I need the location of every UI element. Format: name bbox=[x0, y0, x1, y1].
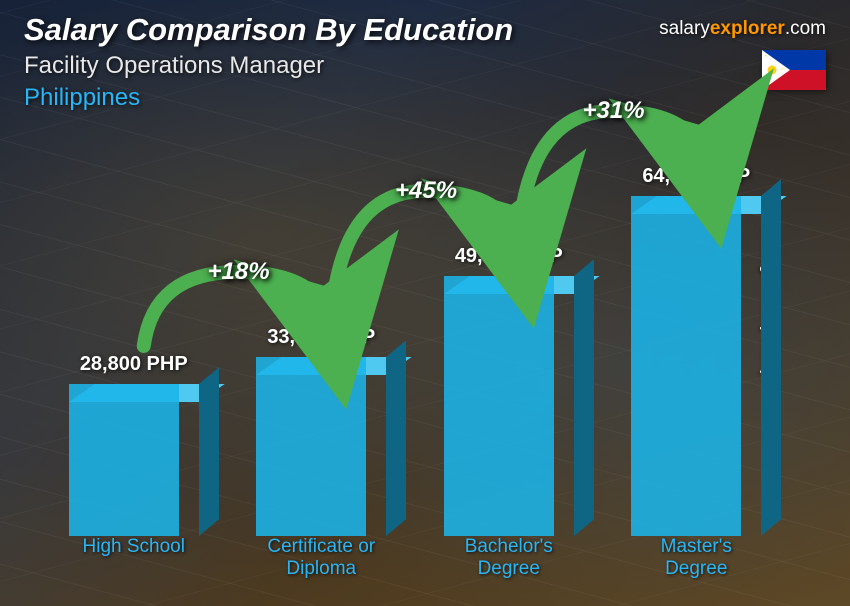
brand-prefix: salary bbox=[659, 18, 710, 39]
x-axis-label: Certificate orDiploma bbox=[231, 536, 411, 586]
x-labels-container: High SchoolCertificate orDiplomaBachelor… bbox=[40, 536, 790, 586]
page-subtitle: Facility Operations Manager bbox=[24, 52, 826, 80]
brand-suffix: .com bbox=[785, 18, 826, 39]
increase-pct-label: +18% bbox=[208, 258, 270, 286]
flag-icon bbox=[762, 50, 826, 90]
bar-chart: 28,800 PHP33,900 PHP49,100 PHP64,300 PHP… bbox=[40, 130, 790, 586]
brand-logo: salaryexplorer.com bbox=[659, 18, 826, 40]
x-axis-label: Master'sDegree bbox=[606, 536, 786, 586]
increase-pct-label: +31% bbox=[583, 97, 645, 125]
x-axis-label: Bachelor'sDegree bbox=[419, 536, 599, 586]
brand-accent: explorer bbox=[710, 18, 785, 39]
x-axis-label: High School bbox=[44, 536, 224, 586]
arrows-overlay bbox=[40, 100, 790, 536]
increase-pct-label: +45% bbox=[395, 177, 457, 205]
increase-arrow bbox=[331, 191, 519, 319]
increase-arrow bbox=[519, 111, 707, 238]
